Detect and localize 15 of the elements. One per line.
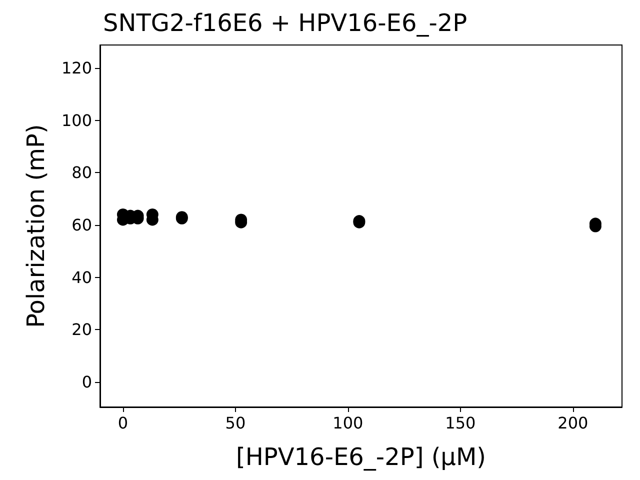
y-tick-label: 40 — [72, 268, 92, 287]
y-tick-label: 20 — [72, 320, 92, 340]
chart-title: SNTG2-f16E6 + HPV16-E6_-2P — [103, 9, 468, 37]
y-tick-label: 120 — [61, 58, 92, 78]
x-tick-label: 200 — [558, 414, 588, 432]
x-axis-title: [HPV16-E6_-2P] (μM) — [236, 443, 486, 471]
y-tick-label: 60 — [72, 215, 92, 234]
y-tick-label: 100 — [61, 110, 92, 130]
x-tick-label: 50 — [225, 414, 246, 432]
x-tick-label: 100 — [332, 414, 364, 432]
y-axis-title: Polarization (mP) — [22, 124, 50, 328]
x-tick-label: 0 — [118, 414, 128, 432]
y-tick-label: 0 — [82, 372, 92, 392]
y-tick-label: 80 — [72, 163, 92, 182]
x-tick-label: 150 — [445, 414, 476, 432]
